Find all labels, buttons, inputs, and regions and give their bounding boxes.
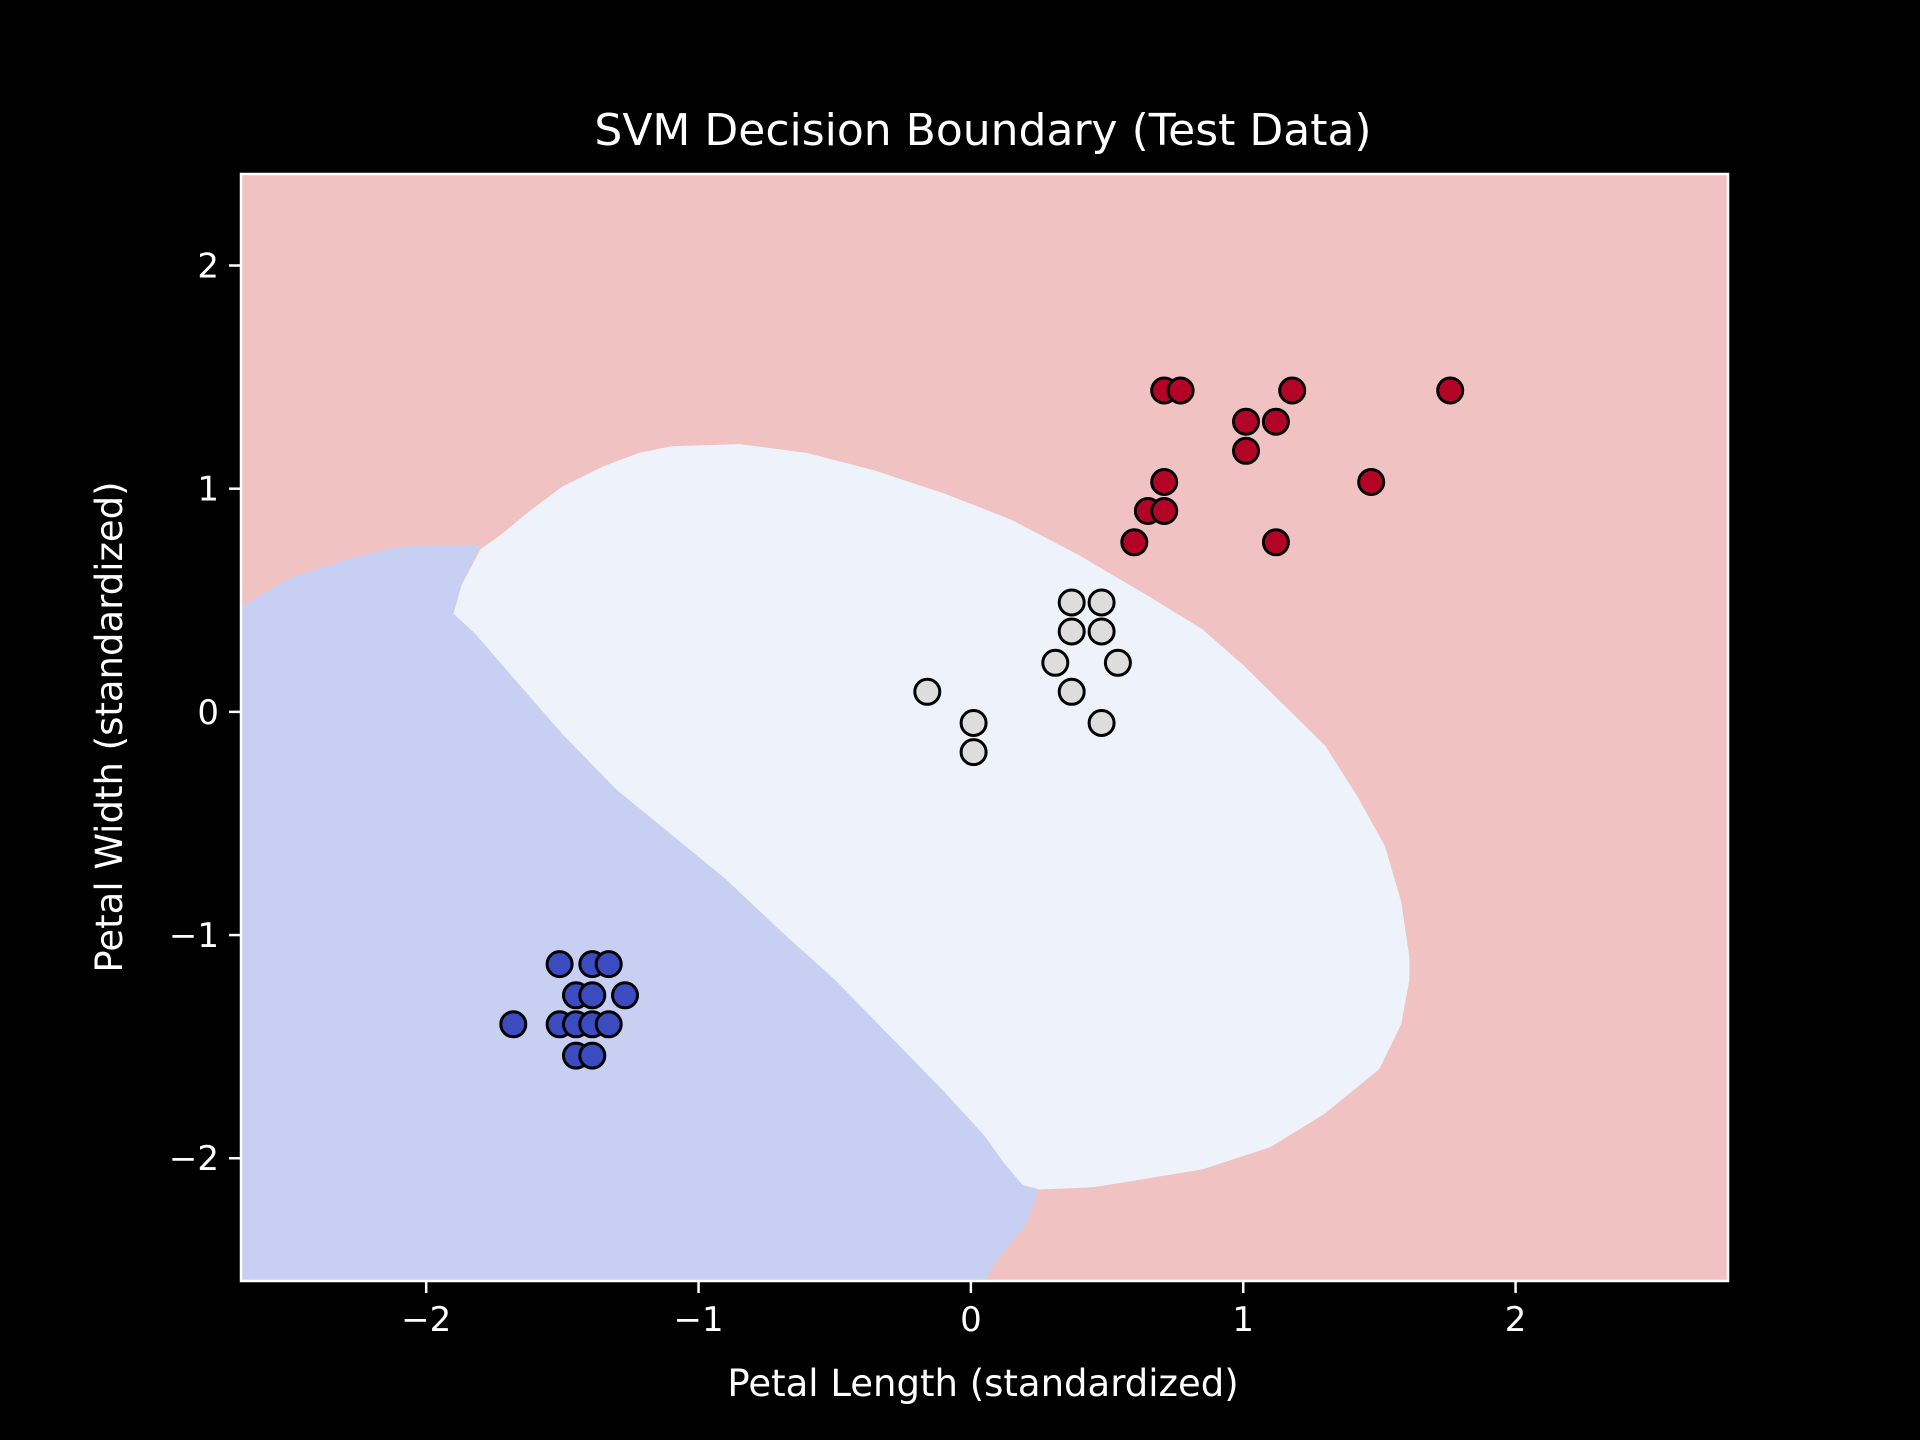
y-axis-label: Petal Width (standardized): [88, 481, 131, 972]
data-point-white: [1103, 648, 1132, 677]
y-tick-label: −2: [169, 1139, 219, 1179]
data-point-red: [1232, 436, 1260, 465]
data-point-blue: [545, 950, 574, 979]
y-tick-label: −1: [169, 916, 219, 956]
data-point-red: [1261, 407, 1290, 436]
data-point-white: [1057, 588, 1086, 617]
data-point-red: [1261, 528, 1290, 557]
data-point-white: [1041, 648, 1070, 677]
x-tick-label: 1: [1232, 1300, 1254, 1340]
data-point-blue: [578, 981, 607, 1010]
data-point-red: [1357, 468, 1386, 496]
data-point-blue: [594, 950, 623, 979]
data-point-white: [1057, 617, 1086, 646]
x-tick-label: −1: [673, 1300, 723, 1340]
y-tick-label: 2: [197, 247, 219, 287]
data-point-white: [959, 738, 988, 767]
data-point-blue: [594, 1010, 623, 1039]
data-point-white: [1087, 588, 1116, 617]
data-point-red: [1150, 497, 1179, 525]
x-tick-label: 0: [960, 1300, 982, 1340]
x-axis-label: Petal Length (standardized): [727, 1362, 1238, 1405]
decision-region-blue: [241, 544, 1039, 1281]
y-tick-label: 1: [197, 470, 219, 510]
data-point-red: [1166, 376, 1195, 405]
data-point-blue: [499, 1010, 528, 1039]
plot-area: −2 −1 0 1 2 −2 −1 0 1 2: [169, 172, 1730, 1340]
chart-title: SVM Decision Boundary (Test Data): [594, 105, 1371, 156]
data-point-white: [913, 677, 942, 706]
data-point-red: [1150, 468, 1179, 496]
data-point-red: [1120, 528, 1149, 557]
data-point-blue: [578, 1041, 607, 1070]
data-point-white: [959, 709, 988, 737]
data-point-red: [1232, 407, 1260, 436]
axes-frame: [239, 172, 1730, 1283]
data-point-white: [1087, 709, 1116, 737]
data-point-blue: [611, 981, 639, 1010]
data-point-white: [1087, 617, 1116, 646]
decision-region-white: [453, 444, 1410, 1190]
x-tick-label: −2: [401, 1300, 451, 1340]
x-tick-label: 2: [1505, 1300, 1527, 1340]
data-point-red: [1278, 376, 1307, 405]
data-point-red: [1436, 376, 1465, 405]
data-point-white: [1057, 677, 1086, 706]
y-tick-label: 0: [197, 693, 219, 733]
